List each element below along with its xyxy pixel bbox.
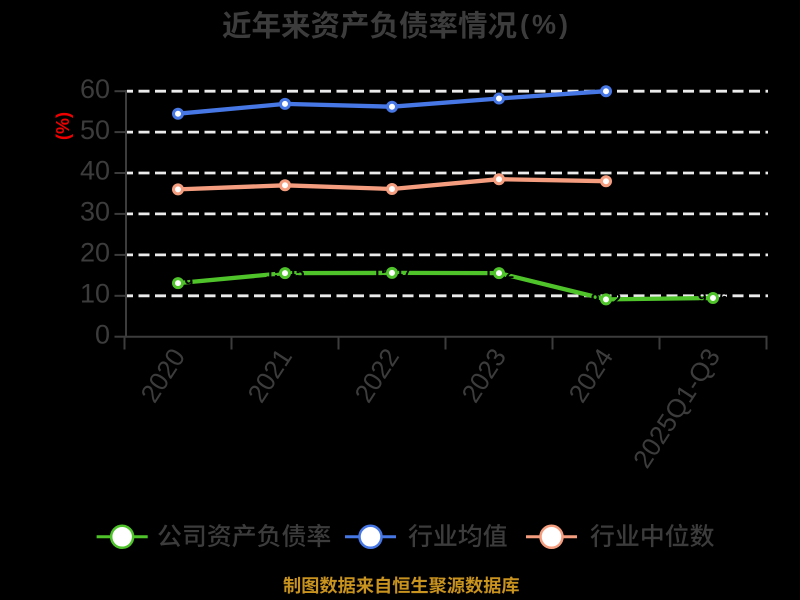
svg-text:30: 30	[80, 197, 110, 227]
svg-text:20: 20	[80, 238, 110, 268]
svg-text:60: 60	[80, 74, 110, 104]
svg-text:50: 50	[80, 115, 110, 145]
svg-text:(%): (%)	[520, 10, 571, 40]
svg-text:0: 0	[95, 319, 110, 349]
svg-text:(%): (%)	[53, 112, 73, 140]
svg-text:10: 10	[80, 279, 110, 309]
svg-text:40: 40	[80, 156, 110, 186]
